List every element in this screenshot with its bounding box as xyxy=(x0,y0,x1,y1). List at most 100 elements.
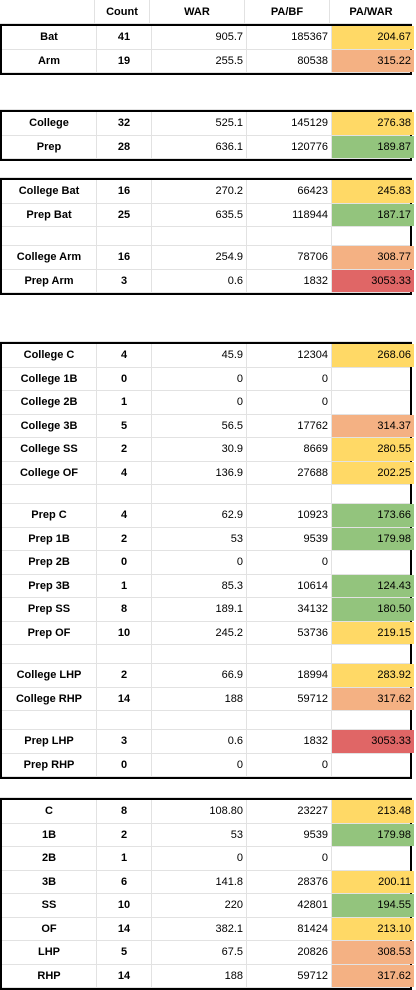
count-cell: 0 xyxy=(97,753,152,776)
count-cell: 32 xyxy=(97,112,152,135)
empty-cell xyxy=(247,711,332,729)
label-cell: OF xyxy=(2,917,97,940)
label-cell: College OF xyxy=(2,461,97,484)
war-cell: 45.9 xyxy=(152,344,247,367)
pa-bf-cell: 118944 xyxy=(247,203,332,226)
empty-cell xyxy=(247,227,332,245)
count-cell: 1 xyxy=(97,574,152,597)
empty-cell xyxy=(332,485,414,503)
empty-cell xyxy=(2,485,97,503)
pa-war-cell: 314.37 xyxy=(332,414,414,437)
pa-bf-cell: 0 xyxy=(247,551,332,574)
data-row: LHP 5 67.5 20826 308.53 xyxy=(2,941,414,965)
data-row: Prep 28 636.1 120776 189.87 xyxy=(2,135,414,159)
data-row: 3B 6 141.8 28376 200.11 xyxy=(2,870,414,894)
war-cell: 220 xyxy=(152,894,247,917)
war-cell: 0.6 xyxy=(152,269,247,292)
pa-bf-cell: 27688 xyxy=(247,461,332,484)
data-row: RHP 14 188 59712 317.62 xyxy=(2,964,414,988)
data-row: College LHP 2 66.9 18994 283.92 xyxy=(2,664,414,688)
war-cell: 270.2 xyxy=(152,180,247,203)
war-cell: 635.5 xyxy=(152,203,247,226)
war-cell: 66.9 xyxy=(152,664,247,687)
count-cell: 1 xyxy=(97,391,152,414)
war-cell: 108.80 xyxy=(152,800,247,823)
empty-cell xyxy=(2,645,97,663)
count-cell: 1 xyxy=(97,847,152,870)
pa-bf-cell: 18994 xyxy=(247,664,332,687)
data-row: SS 10 220 42801 194.55 xyxy=(2,894,414,918)
row-group: C 8 108.80 23227 213.48 1B 2 53 9539 179.98 2B 1 0 0 3… xyxy=(0,798,414,990)
count-cell: 14 xyxy=(97,687,152,710)
pa-war-cell: 3053.33 xyxy=(332,269,414,292)
data-row: 2B 1 0 0 xyxy=(2,847,410,871)
label-cell: Prep 3B xyxy=(2,574,97,597)
pa-war-cell: 315.22 xyxy=(332,49,414,72)
blank-row xyxy=(2,711,410,730)
pa-war-cell xyxy=(332,368,414,391)
row-group: Bat 41 905.7 185367 204.67 Arm 19 255.5 80538 315… xyxy=(0,24,414,75)
count-cell: 2 xyxy=(97,438,152,461)
spacer-row xyxy=(0,779,412,798)
count-cell: 3 xyxy=(97,269,152,292)
data-row: OF 14 382.1 81424 213.10 xyxy=(2,917,414,941)
label-cell: College 1B xyxy=(2,367,97,390)
war-cell: 0 xyxy=(152,367,247,390)
pa-war-cell: 213.10 xyxy=(332,917,414,940)
pa-bf-cell: 66423 xyxy=(247,180,332,203)
label-cell: C xyxy=(2,800,97,823)
pa-bf-cell: 17762 xyxy=(247,414,332,437)
count-cell: 10 xyxy=(97,621,152,644)
count-cell: 19 xyxy=(97,49,152,72)
label-cell: RHP xyxy=(2,964,97,987)
war-cell: 67.5 xyxy=(152,941,247,964)
count-cell: 4 xyxy=(97,504,152,527)
count-cell: 0 xyxy=(97,367,152,390)
pa-war-cell: 189.87 xyxy=(332,135,414,158)
empty-cell xyxy=(97,227,152,245)
data-row: Prep RHP 0 0 0 xyxy=(2,753,410,777)
label-cell: College 3B xyxy=(2,414,97,437)
pa-bf-cell: 20826 xyxy=(247,941,332,964)
empty-cell xyxy=(247,485,332,503)
war-cell: 255.5 xyxy=(152,49,247,72)
war-cell: 136.9 xyxy=(152,461,247,484)
war-cell: 56.5 xyxy=(152,414,247,437)
label-cell: Prep Arm xyxy=(2,269,97,292)
war-cell: 30.9 xyxy=(152,438,247,461)
count-cell: 3 xyxy=(97,730,152,753)
pa-bf-cell: 120776 xyxy=(247,135,332,158)
count-cell: 10 xyxy=(97,894,152,917)
data-row: 1B 2 53 9539 179.98 xyxy=(2,823,414,847)
count-cell: 14 xyxy=(97,964,152,987)
pa-bf-cell: 12304 xyxy=(247,344,332,367)
count-cell: 16 xyxy=(97,180,152,203)
label-cell: Prep OF xyxy=(2,621,97,644)
pa-bf-cell: 145129 xyxy=(247,112,332,135)
pa-bf-cell: 28376 xyxy=(247,870,332,893)
war-cell: 636.1 xyxy=(152,135,247,158)
war-cell: 62.9 xyxy=(152,504,247,527)
war-cell: 188 xyxy=(152,687,247,710)
pa-war-cell: 124.43 xyxy=(332,574,414,597)
label-cell: College RHP xyxy=(2,687,97,710)
label-cell: 3B xyxy=(2,870,97,893)
pa-war-cell xyxy=(332,391,414,414)
war-cell: 53 xyxy=(152,527,247,550)
label-cell: College Arm xyxy=(2,246,97,269)
pa-war-cell: 3053.33 xyxy=(332,730,414,753)
label-cell: College SS xyxy=(2,438,97,461)
empty-cell xyxy=(332,645,414,663)
pa-war-cell: 213.48 xyxy=(332,800,414,823)
empty-cell xyxy=(332,227,414,245)
empty-cell xyxy=(2,711,97,729)
war-cell: 525.1 xyxy=(152,112,247,135)
label-cell: College Bat xyxy=(2,180,97,203)
war-cell: 188 xyxy=(152,964,247,987)
pa-bf-cell: 42801 xyxy=(247,894,332,917)
data-row: Prep 1B 2 53 9539 179.98 xyxy=(2,527,414,551)
label-cell: Bat xyxy=(2,26,97,49)
table-body: Bat 41 905.7 185367 204.67 Arm 19 255.5 80538 315… xyxy=(0,24,414,990)
empty-cell xyxy=(152,645,247,663)
